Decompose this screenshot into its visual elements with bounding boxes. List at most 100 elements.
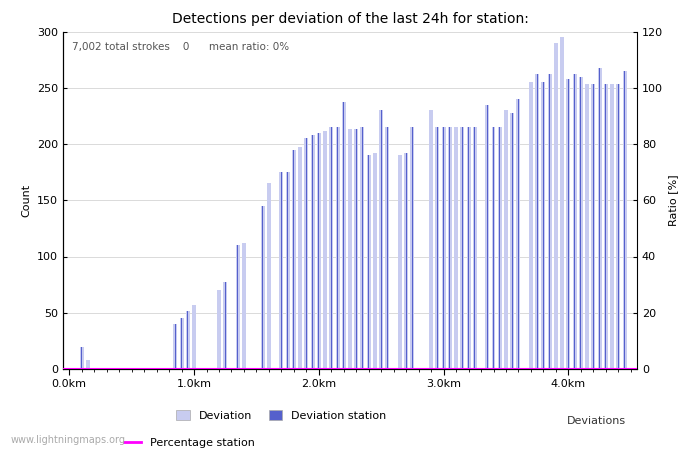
Bar	[618, 85, 619, 369]
Bar	[348, 130, 352, 369]
Bar	[435, 127, 440, 369]
Bar	[312, 135, 313, 369]
Bar	[304, 139, 308, 369]
Bar	[462, 127, 463, 369]
Bar	[448, 127, 452, 369]
Bar	[556, 43, 557, 369]
Bar	[374, 153, 375, 369]
Bar	[317, 133, 321, 369]
Bar	[279, 172, 284, 369]
Bar	[461, 127, 464, 369]
Bar	[286, 172, 290, 369]
Bar	[536, 74, 539, 369]
Bar	[269, 184, 270, 369]
Bar	[410, 127, 414, 369]
Bar	[485, 105, 489, 369]
Text: Deviations: Deviations	[568, 416, 626, 426]
Bar	[337, 127, 338, 369]
Bar	[466, 127, 470, 369]
Bar	[311, 135, 314, 369]
Bar	[493, 127, 494, 369]
Bar	[387, 127, 388, 369]
Bar	[598, 68, 601, 369]
Bar	[517, 99, 521, 369]
Bar	[592, 85, 595, 369]
Bar	[292, 149, 296, 369]
Bar	[554, 43, 558, 369]
Bar	[406, 153, 407, 369]
Bar	[454, 127, 458, 369]
Y-axis label: Count: Count	[22, 184, 32, 217]
Bar	[293, 149, 294, 369]
Bar	[287, 172, 288, 369]
Bar	[262, 206, 263, 369]
Y-axis label: Ratio [%]: Ratio [%]	[668, 175, 678, 226]
Bar	[194, 305, 195, 369]
Bar	[412, 127, 413, 369]
Bar	[566, 79, 570, 369]
Bar	[192, 305, 196, 369]
Bar	[318, 133, 319, 369]
Bar	[537, 74, 538, 369]
Bar	[437, 127, 438, 369]
Bar	[331, 127, 332, 369]
Bar	[223, 283, 228, 369]
Bar	[379, 110, 383, 369]
Bar	[181, 319, 182, 369]
Bar	[236, 245, 239, 369]
Bar	[430, 110, 431, 369]
Bar	[354, 130, 358, 369]
Bar	[237, 245, 238, 369]
Bar	[593, 85, 594, 369]
Bar	[543, 82, 544, 369]
Bar	[560, 37, 564, 369]
Bar	[298, 148, 302, 369]
Bar	[562, 37, 563, 369]
Bar	[174, 324, 177, 369]
Bar	[468, 127, 469, 369]
Bar	[585, 85, 589, 369]
Bar	[610, 85, 614, 369]
Bar	[86, 360, 90, 369]
Bar	[349, 130, 351, 369]
Text: 7,002 total strokes    0      mean ratio: 0%: 7,002 total strokes 0 mean ratio: 0%	[71, 42, 288, 52]
Bar	[529, 82, 533, 369]
Bar	[306, 139, 307, 369]
Bar	[335, 127, 340, 369]
Bar	[491, 127, 496, 369]
Bar	[449, 127, 450, 369]
Bar	[547, 74, 552, 369]
Bar	[499, 127, 500, 369]
Bar	[624, 71, 625, 369]
Bar	[325, 130, 326, 369]
Bar	[604, 85, 608, 369]
Bar	[498, 127, 502, 369]
Bar	[368, 155, 369, 369]
Title: Detections per deviation of the last 24h for station:: Detections per deviation of the last 24h…	[172, 12, 528, 26]
Bar	[574, 74, 575, 369]
Bar	[616, 85, 620, 369]
Bar	[217, 290, 221, 369]
Bar	[381, 110, 382, 369]
Bar	[504, 110, 508, 369]
Bar	[505, 110, 506, 369]
Bar	[443, 127, 444, 369]
Bar	[186, 310, 190, 369]
Bar	[518, 99, 519, 369]
Bar	[80, 346, 84, 369]
Text: www.lightningmaps.org: www.lightningmaps.org	[10, 435, 125, 445]
Bar	[442, 127, 446, 369]
Bar	[573, 74, 577, 369]
Bar	[323, 130, 327, 369]
Bar	[218, 290, 219, 369]
Legend: Percentage station: Percentage station	[124, 437, 255, 448]
Bar	[580, 76, 581, 369]
Bar	[81, 346, 82, 369]
Bar	[179, 319, 183, 369]
Bar	[404, 153, 408, 369]
Bar	[260, 206, 265, 369]
Bar	[398, 155, 402, 369]
Bar	[473, 127, 477, 369]
Bar	[373, 153, 377, 369]
Bar	[622, 71, 626, 369]
